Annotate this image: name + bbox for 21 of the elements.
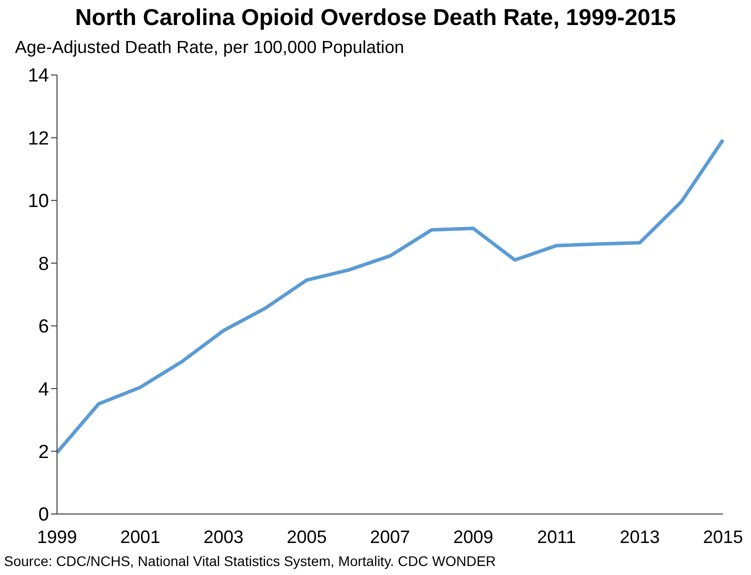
y-tick-label: 10 (28, 191, 49, 212)
y-tick-label: 8 (38, 254, 49, 275)
x-tick-label: 2001 (120, 526, 160, 547)
y-axis-title: Age-Adjusted Death Rate, per 100,000 Population (15, 37, 404, 58)
y-tick-label: 6 (38, 316, 49, 338)
x-tick-label: 2015 (702, 526, 744, 547)
x-tick-label: 2009 (453, 526, 494, 547)
x-tick-label: 2003 (203, 526, 244, 547)
y-tick-label: 2 (38, 442, 49, 464)
y-tick-label: 12 (28, 128, 49, 150)
line-series (55, 138, 725, 454)
y-tick-label: 4 (38, 379, 50, 400)
y-tick-label: 14 (28, 66, 50, 87)
source-note: Source: CDC/NCHS, National Vital Statistics System, Mortality. CDC WONDER (4, 553, 496, 569)
y-tick-label: 0 (38, 504, 49, 526)
x-tick-label: 2005 (286, 526, 327, 547)
chart-title: North Carolina Opioid Overdose Death Rate, 1999-2015 (74, 4, 677, 31)
x-tick-label: 2013 (620, 526, 660, 547)
x-tick-label: 2007 (370, 526, 410, 547)
x-tick-label: 2011 (537, 526, 576, 547)
x-tick-label: 1999 (36, 526, 78, 547)
